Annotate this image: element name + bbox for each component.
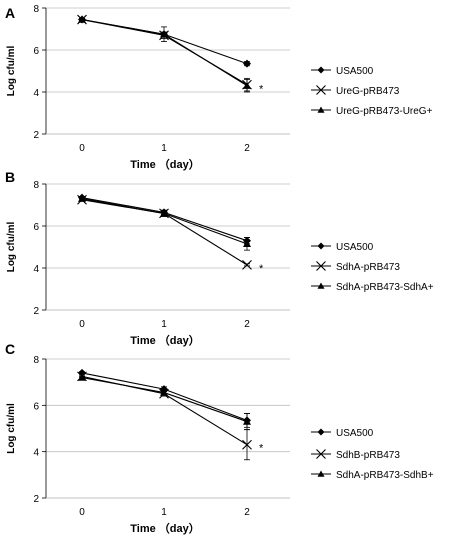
y-tick-label: 4 [33, 88, 39, 99]
series-line [81, 376, 248, 423]
legend-marker [317, 428, 325, 436]
y-axis-title: Log cfu/ml [6, 222, 17, 273]
y-tick-label: 2 [33, 306, 39, 317]
data-point [160, 30, 168, 38]
legend-marker [316, 449, 326, 459]
data-point [242, 439, 252, 450]
legend-label: USA500 [336, 242, 374, 253]
data-point [243, 81, 251, 89]
x-tick-label: 2 [244, 507, 250, 518]
series-sdhb-prb473 [77, 371, 252, 461]
x-tick-label: 1 [161, 319, 167, 330]
x-tick-label: 0 [79, 507, 85, 518]
data-point [160, 209, 168, 217]
y-tick-label: 2 [33, 130, 39, 141]
legend-label: UreG-pRB473-UreG+ [336, 106, 433, 117]
legend-marker [317, 470, 325, 477]
data-point [243, 239, 251, 248]
x-tick-label: 0 [79, 143, 85, 154]
panel-a: A 2 4 6 8 0 1 2 Time （day） Log cfu/ml USA500 UreG-p… [5, 4, 433, 171]
y-tick-label: 6 [33, 401, 39, 412]
y-tick-label: 4 [33, 448, 39, 459]
panel-letter: C [5, 341, 15, 357]
series-line [81, 198, 248, 245]
legend-marker [317, 106, 325, 113]
legend-marker [317, 242, 325, 250]
y-tick-label: 4 [33, 264, 39, 275]
series-usa500 [78, 193, 251, 245]
y-tick-label: 8 [33, 355, 39, 366]
series-usa500 [78, 368, 251, 428]
legend-marker [317, 282, 325, 289]
data-point [243, 417, 251, 425]
x-tick-label: 1 [161, 143, 167, 154]
legend-marker [316, 261, 326, 271]
x-tick-label: 0 [79, 319, 85, 330]
y-tick-label: 8 [33, 4, 39, 15]
panel-letter: A [5, 5, 15, 21]
x-axis-title: Time （day） [130, 334, 200, 347]
series-line [81, 19, 248, 86]
legend-label: SdhA-pRB473 [336, 262, 400, 273]
legend-marker [316, 85, 326, 95]
legend-label: UreG-pRB473 [336, 86, 400, 97]
y-tick-label: 6 [33, 222, 39, 233]
x-axis-title: Time （day） [130, 158, 200, 171]
legend-label: SdhB-pRB473 [336, 450, 400, 461]
legend-label: SdhA-pRB473-SdhB+ [336, 470, 434, 481]
significance-asterisk: * [259, 263, 264, 275]
significance-asterisk: * [259, 84, 264, 96]
series-sdha-prb473 [77, 194, 252, 270]
legend-label: USA500 [336, 428, 374, 439]
legend-label: USA500 [336, 66, 374, 77]
panel-b: B 2 4 6 8 0 1 2 Time （day） Log cfu/ml USA500 SdhA-p… [5, 169, 434, 347]
panel-letter: B [5, 169, 15, 185]
x-axis-title: Time （day） [130, 522, 200, 535]
series-ureg-prb473 [77, 14, 252, 92]
y-axis-title: Log cfu/ml [6, 403, 17, 454]
y-axis-title: Log cfu/ml [6, 46, 17, 97]
series-sdha-prb473-sdhb- [78, 373, 251, 431]
panel-c: C 2 4 6 8 0 1 2 Time （day） Log cfu/ml USA500 SdhB-p… [5, 341, 434, 535]
significance-asterisk: * [259, 443, 264, 455]
data-point [78, 373, 86, 381]
x-tick-label: 2 [244, 143, 250, 154]
x-tick-label: 2 [244, 319, 250, 330]
data-point [242, 259, 252, 270]
data-point [160, 388, 168, 396]
series-sdha-prb473-sdha- [78, 194, 251, 251]
series-ureg-prb473-ureg- [78, 15, 251, 93]
data-point [78, 194, 86, 202]
y-tick-label: 2 [33, 494, 39, 505]
x-tick-label: 1 [161, 507, 167, 518]
data-point [78, 15, 86, 23]
legend-label: SdhA-pRB473-SdhA+ [336, 282, 434, 293]
series-line [81, 19, 248, 87]
y-tick-label: 6 [33, 46, 39, 57]
y-tick-label: 8 [33, 180, 39, 191]
data-point [243, 59, 251, 68]
legend-marker [317, 66, 325, 74]
